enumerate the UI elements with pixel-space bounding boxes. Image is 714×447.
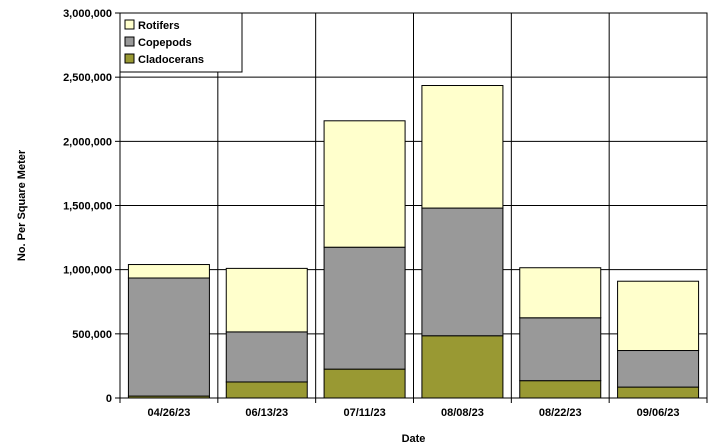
bar-segment-cladocerans <box>519 380 602 399</box>
y-tick-label: 3,000,000 <box>63 8 112 20</box>
bar-segment-copepods <box>421 207 504 337</box>
tick-labels: 0 500,000 1,000,000 1,500,000 2,000,000 2,500… <box>63 8 679 419</box>
axes <box>115 12 708 403</box>
legend: Rotifers Copepods Cladocerans <box>119 12 243 73</box>
bar-segment-rotifers <box>225 267 308 333</box>
y-tick-label: 500,000 <box>72 329 112 341</box>
x-tick-label: 09/06/23 <box>637 407 680 419</box>
bar-segment-rotifers <box>519 267 602 319</box>
y-tick-label: 1,500,000 <box>63 201 112 213</box>
x-tick-label: 08/08/23 <box>441 407 484 419</box>
bar-segment-copepods <box>225 331 308 383</box>
x-tick-label: 06/13/23 <box>245 407 288 419</box>
y-tick-label: 2,000,000 <box>63 136 112 148</box>
bar-segment-cladocerans <box>421 335 504 399</box>
bar-segment-rotifers <box>323 120 406 248</box>
legend-label: Rotifers <box>138 20 180 32</box>
legend-box <box>119 12 243 73</box>
legend-swatch <box>124 36 135 47</box>
bar-segment-rotifers <box>127 264 210 279</box>
bars <box>127 85 700 399</box>
x-tick-label: 04/26/23 <box>148 407 191 419</box>
y-axis-title: No. Per Square Meter <box>16 149 28 261</box>
legend-swatch <box>124 19 135 30</box>
bar-segment-copepods <box>323 246 406 370</box>
x-axis-title: Date <box>402 433 426 445</box>
x-tick-label: 07/11/23 <box>343 407 385 419</box>
bar-segment-cladocerans <box>323 368 406 399</box>
bar-segment-rotifers <box>617 280 700 352</box>
y-tick-label: 1,000,000 <box>63 265 112 277</box>
bar-segment-cladocerans <box>617 386 700 399</box>
legend-label: Cladocerans <box>138 54 204 66</box>
plot-frame <box>119 12 708 399</box>
y-tick-label: 2,500,000 <box>63 72 112 84</box>
legend-swatch <box>124 53 135 64</box>
y-tick-label: 0 <box>106 393 112 405</box>
bar-segment-copepods <box>127 277 210 397</box>
bar-segment-rotifers <box>421 85 504 209</box>
bar-segment-copepods <box>617 350 700 388</box>
legend-label: Copepods <box>138 37 192 49</box>
bar-segment-cladocerans <box>225 381 308 399</box>
x-tick-label: 08/22/23 <box>539 407 582 419</box>
bar-segment-copepods <box>519 317 602 382</box>
